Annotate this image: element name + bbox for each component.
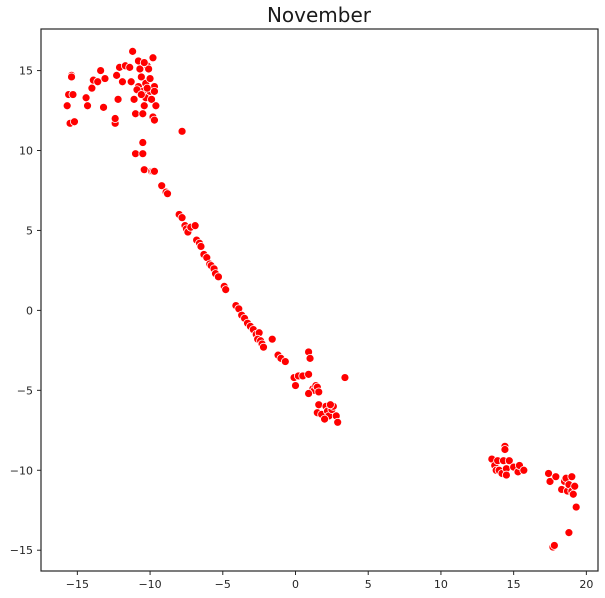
data-point: [96, 66, 106, 75]
data-point: [340, 373, 350, 382]
data-point: [571, 502, 581, 512]
data-point: [519, 465, 529, 475]
x-tick-label: −10: [138, 578, 161, 591]
x-tick-label: 5: [365, 578, 372, 591]
data-point: [139, 165, 149, 175]
y-tick-label: −15: [10, 544, 33, 557]
data-point: [125, 62, 135, 72]
data-point: [501, 470, 511, 480]
data-point: [280, 357, 290, 366]
data-point: [214, 272, 223, 282]
data-point: [136, 90, 146, 99]
data-point: [314, 400, 324, 410]
data-point: [549, 541, 559, 550]
data-point: [83, 101, 92, 111]
x-tick-label: 15: [507, 578, 521, 591]
data-point: [138, 149, 148, 159]
data-point: [504, 456, 514, 466]
y-tick-label: 5: [26, 224, 33, 237]
data-point: [177, 213, 187, 223]
ticks-layer: −15 −10 −5 0 5 10 15 20 15 10 5 0 −5 −10 −15: [10, 65, 594, 591]
y-tick-label: 10: [19, 145, 33, 158]
data-point: [138, 109, 148, 119]
data-point: [157, 181, 167, 191]
data-point: [118, 77, 127, 87]
data-point: [150, 86, 159, 96]
data-point: [291, 381, 300, 390]
y-tick-label: 15: [19, 65, 33, 78]
data-point: [126, 77, 136, 87]
data-point: [151, 101, 161, 111]
data-point: [564, 528, 574, 538]
data-point: [139, 58, 149, 67]
data-point: [113, 94, 123, 104]
data-point: [145, 74, 155, 83]
data-point: [568, 489, 578, 499]
data-point: [304, 369, 313, 379]
y-tick-label: −5: [17, 384, 33, 397]
data-point: [144, 64, 154, 74]
y-tick-label: −10: [10, 464, 33, 477]
data-point: [142, 83, 152, 93]
data-point: [333, 417, 343, 427]
data-point: [570, 481, 580, 491]
data-point: [131, 149, 140, 159]
data-point: [320, 414, 329, 424]
data-point: [62, 101, 72, 111]
data-point: [326, 400, 335, 410]
data-point: [259, 342, 268, 352]
data-point: [81, 93, 91, 103]
data-point: [545, 477, 555, 486]
data-point: [221, 285, 231, 295]
data-point: [304, 389, 313, 398]
data-point: [67, 72, 76, 82]
data-point: [70, 117, 79, 127]
data-point: [500, 445, 510, 454]
data-point: [93, 77, 103, 87]
x-tick-label: −15: [66, 578, 89, 591]
data-point: [196, 242, 206, 251]
plot-frame: [40, 28, 599, 572]
data-point: [147, 94, 156, 104]
chart-title: November: [267, 3, 372, 27]
x-tick-label: 20: [579, 578, 593, 591]
data-point: [567, 472, 577, 482]
data-point: [148, 53, 158, 63]
data-point: [68, 90, 78, 99]
data-point: [100, 74, 110, 83]
data-point: [99, 102, 108, 112]
data-point: [544, 469, 553, 478]
data-point: [131, 109, 140, 119]
data-point: [129, 94, 139, 104]
data-point: [267, 334, 277, 344]
data-point: [551, 472, 561, 482]
data-point: [87, 83, 97, 93]
data-point: [163, 189, 172, 199]
data-point: [305, 353, 315, 363]
data-point: [177, 126, 187, 136]
data-point: [150, 166, 159, 176]
x-tick-label: 10: [434, 578, 448, 591]
data-point: [190, 221, 200, 231]
data-point: [138, 138, 148, 147]
points-layer: [62, 46, 581, 552]
data-point: [150, 115, 159, 125]
data-point: [110, 114, 120, 123]
data-point: [139, 101, 149, 111]
x-tick-label: −5: [215, 578, 231, 591]
data-point: [136, 72, 146, 82]
data-point: [314, 387, 324, 397]
data-point: [128, 46, 138, 56]
y-tick-label: 0: [26, 304, 33, 317]
data-point: [112, 70, 122, 80]
x-tick-label: 0: [292, 578, 299, 591]
